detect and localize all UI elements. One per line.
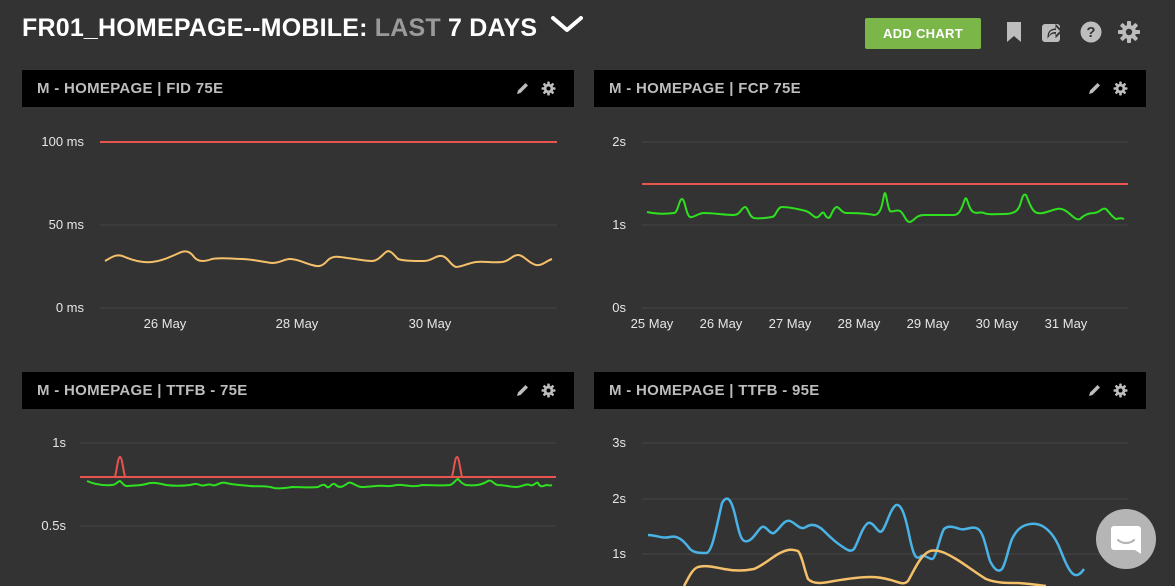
y-tick: 50 ms xyxy=(49,217,85,232)
gear-icon[interactable] xyxy=(1113,383,1128,398)
time-range-prefix: LAST xyxy=(374,14,441,42)
dashboard-name: FR01_HOMEPAGE--MOBILE: xyxy=(22,14,368,42)
svg-text:?: ? xyxy=(1086,24,1095,41)
edit-icon[interactable] xyxy=(1087,81,1102,96)
fcp-chart: 2s 1s 0s 25 May 26 May 27 May 28 May 29 … xyxy=(612,134,1128,331)
add-chart-button[interactable]: ADD CHART xyxy=(865,18,981,49)
chart-panel-ttfb-75: M - HOMEPAGE | TTFB - 75E 1s 0.5s xyxy=(22,372,574,586)
panel-header: M - HOMEPAGE | TTFB - 95E xyxy=(594,372,1146,409)
x-tick: 31 May xyxy=(1045,316,1088,331)
help-icon[interactable]: ? xyxy=(1080,21,1102,43)
fid-series-line xyxy=(104,250,553,269)
dashboard-title[interactable]: FR01_HOMEPAGE--MOBILE: LAST 7 DAYS xyxy=(22,14,584,43)
threshold-spike xyxy=(114,455,126,478)
fid-chart: 100 ms 50 ms 0 ms 26 May 28 May 30 May xyxy=(41,134,557,331)
share-icon[interactable] xyxy=(1041,21,1063,43)
x-tick: 25 May xyxy=(631,316,674,331)
panel-title: M - HOMEPAGE | TTFB - 75E xyxy=(37,382,248,399)
settings-icon[interactable] xyxy=(1118,21,1140,43)
panel-title: M - HOMEPAGE | FID 75E xyxy=(37,80,224,97)
y-tick: 1s xyxy=(612,217,626,232)
threshold-spike xyxy=(451,455,463,478)
x-tick: 30 May xyxy=(976,316,1019,331)
y-tick: 2s xyxy=(612,491,626,506)
panel-header: M - HOMEPAGE | FID 75E xyxy=(22,70,574,107)
x-tick: 27 May xyxy=(769,316,812,331)
panel-header: M - HOMEPAGE | TTFB - 75E xyxy=(22,372,574,409)
y-tick: 1s xyxy=(52,435,66,450)
time-range-value: 7 DAYS xyxy=(448,14,538,42)
bookmark-icon[interactable] xyxy=(1003,21,1025,43)
fcp-series-line xyxy=(646,192,1125,224)
y-tick: 1s xyxy=(612,546,626,561)
x-tick: 28 May xyxy=(276,316,319,331)
ttfb-95-orange-series-line xyxy=(682,548,1047,586)
x-tick: 29 May xyxy=(907,316,950,331)
panel-header: M - HOMEPAGE | FCP 75E xyxy=(594,70,1146,107)
edit-icon[interactable] xyxy=(1087,383,1102,398)
x-tick: 30 May xyxy=(409,316,452,331)
x-tick: 26 May xyxy=(144,316,187,331)
chat-launcher-button[interactable] xyxy=(1096,509,1156,569)
ttfb-75-series-line xyxy=(86,477,553,490)
ttfb-95-chart: 3s 2s 1s xyxy=(612,435,1128,586)
x-tick: 28 May xyxy=(838,316,881,331)
edit-icon[interactable] xyxy=(515,383,530,398)
ttfb-95-blue-series-line xyxy=(647,497,1086,577)
y-tick: 2s xyxy=(612,134,626,149)
y-tick: 3s xyxy=(612,435,626,450)
edit-icon[interactable] xyxy=(515,81,530,96)
y-tick: 0 ms xyxy=(56,300,85,315)
gear-icon[interactable] xyxy=(541,383,556,398)
panel-title: M - HOMEPAGE | FCP 75E xyxy=(609,80,801,97)
y-tick: 100 ms xyxy=(41,134,84,149)
gear-icon[interactable] xyxy=(1113,81,1128,96)
y-tick: 0s xyxy=(612,300,626,315)
gear-icon[interactable] xyxy=(541,81,556,96)
chart-panel-fid: M - HOMEPAGE | FID 75E 100 ms 50 ms 0 ms… xyxy=(22,70,574,352)
x-tick: 26 May xyxy=(700,316,743,331)
ttfb-75-chart: 1s 0.5s xyxy=(41,435,556,533)
chevron-down-icon[interactable] xyxy=(550,12,584,41)
chat-icon xyxy=(1111,526,1141,554)
y-tick: 0.5s xyxy=(41,518,66,533)
chart-panel-ttfb-95: M - HOMEPAGE | TTFB - 95E 3s 2s 1s xyxy=(594,372,1146,586)
chart-panel-fcp: M - HOMEPAGE | FCP 75E 2s 1s 0s 25 May 2… xyxy=(594,70,1146,352)
panel-title: M - HOMEPAGE | TTFB - 95E xyxy=(609,382,820,399)
